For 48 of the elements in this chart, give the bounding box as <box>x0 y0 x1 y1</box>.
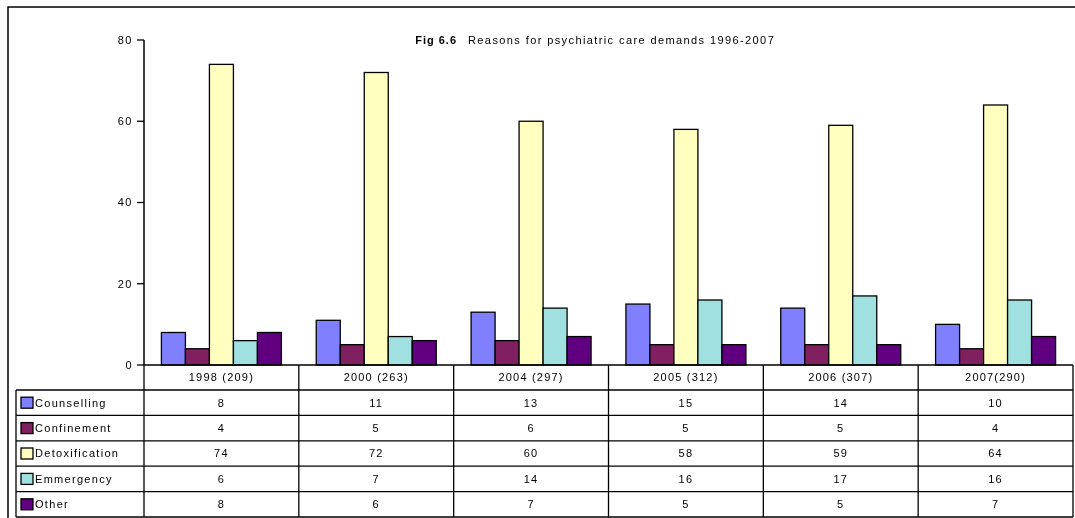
data-label: 6 <box>372 498 380 511</box>
data-label: 64 <box>988 447 1003 460</box>
data-label: 17 <box>833 472 849 485</box>
data-label: 4 <box>217 421 226 434</box>
data-label: 10 <box>988 396 1003 409</box>
data-label: 58 <box>678 447 694 460</box>
x-tick-label: 2007(290) <box>965 371 1027 384</box>
chart-subtitle: Reasons for psychiatric care demands 1996-2007 <box>468 34 776 46</box>
data-label: 59 <box>833 447 849 460</box>
x-tick-label: 2006 (307) <box>808 371 874 384</box>
data-label: 5 <box>837 421 845 434</box>
data-label: 5 <box>372 421 380 434</box>
data-label: 16 <box>678 472 694 485</box>
x-tick-label: 2005 (312) <box>653 371 719 384</box>
chart-title: Fig 6.6 <box>415 34 457 46</box>
legend-label: Confinement <box>35 421 112 434</box>
data-label: 5 <box>837 498 845 511</box>
data-label: 13 <box>523 396 539 409</box>
y-tick-label: 60 <box>117 115 133 128</box>
data-label: 6 <box>527 421 535 434</box>
data-label: 8 <box>217 498 226 511</box>
data-label: 7 <box>527 498 535 511</box>
data-label: 15 <box>678 396 694 409</box>
data-label: 5 <box>682 498 690 511</box>
legend-label: Counselling <box>35 396 107 409</box>
data-label: 72 <box>368 447 384 460</box>
legend-label: Emmergency <box>35 472 113 485</box>
data-label: 4 <box>991 421 1000 434</box>
legend-label: Detoxification <box>35 447 120 460</box>
data-label: 14 <box>523 472 539 485</box>
data-label: 16 <box>988 472 1003 485</box>
x-tick-label: 2000 (263) <box>343 371 409 384</box>
data-label: 14 <box>833 396 849 409</box>
legend-label: Other <box>35 498 70 511</box>
data-label: 74 <box>214 447 229 460</box>
data-label: 6 <box>217 472 226 485</box>
x-tick-label: 1998 (209) <box>188 371 255 384</box>
y-tick-label: 80 <box>117 33 133 46</box>
y-tick-label: 40 <box>117 196 133 209</box>
data-label: 60 <box>523 447 539 460</box>
data-label: 7 <box>372 472 380 485</box>
data-label: 7 <box>991 498 1000 511</box>
data-label: 8 <box>217 396 226 409</box>
data-label: 11 <box>369 396 384 409</box>
y-tick-label: 0 <box>125 358 133 371</box>
data-label: 5 <box>682 421 690 434</box>
y-tick-label: 20 <box>117 277 133 290</box>
x-tick-label: 2004 (297) <box>498 371 564 384</box>
